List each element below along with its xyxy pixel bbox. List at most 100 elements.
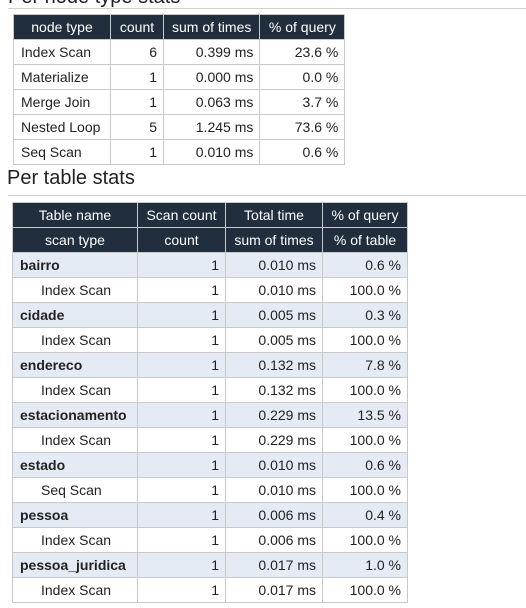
scan-name-cell: Index Scan [12,427,138,453]
table-row: Nested Loop 5 1.245 ms 73.6 % [13,114,346,140]
scan-count-cell: 1 [137,477,226,503]
list-item: Index Scan 1 0.017 ms 100.0 % [12,577,408,603]
col-percent-of-query: % of query [322,202,408,228]
table-time-cell: 0.006 ms [225,502,323,528]
node-type-stats-table: node type count sum of times % of query … [13,14,346,165]
table-name-cell: pessoa [12,502,138,528]
table-count-cell: 1 [137,352,226,378]
table-stats-header-row-2: scan type count sum of times % of table [12,227,408,253]
percent-cell: 0.6 % [259,139,346,165]
table-percent-cell: 0.4 % [322,502,408,528]
table-percent-cell: 0.6 % [322,252,408,278]
scan-time-cell: 0.006 ms [225,527,323,553]
scan-name-cell: Index Scan [12,277,138,303]
scan-time-cell: 0.132 ms [225,377,323,403]
table-name-cell: pessoa_juridica [12,552,138,578]
scan-percent-cell: 100.0 % [322,427,408,453]
percent-cell: 23.6 % [259,39,346,65]
per-table-stats-table: Table name Scan count Total time % of qu… [12,202,408,603]
table-count-cell: 1 [137,252,226,278]
table-row: pessoa 1 0.006 ms 0.4 % [12,502,408,528]
table-count-cell: 1 [137,502,226,528]
scan-percent-cell: 100.0 % [322,327,408,353]
table-row: Index Scan 6 0.399 ms 23.6 % [13,39,346,65]
per-table-stats-title: Per table stats [7,167,135,189]
col-scan-type: scan type [12,227,138,253]
table-percent-cell: 0.3 % [322,302,408,328]
scan-count-cell: 1 [137,277,226,303]
table-percent-cell: 0.6 % [322,452,408,478]
scan-count-cell: 1 [137,327,226,353]
scan-percent-cell: 100.0 % [322,277,408,303]
scan-time-cell: 0.229 ms [225,427,323,453]
scan-name-cell: Index Scan [12,377,138,403]
sum-of-times-cell: 0.000 ms [162,64,261,90]
table-name-cell: bairro [12,252,138,278]
table-row: bairro 1 0.010 ms 0.6 % [12,252,408,278]
scan-time-cell: 0.005 ms [225,327,323,353]
table-row: estacionamento 1 0.229 ms 13.5 % [12,402,408,428]
node-type-stats-heading: Per node type stats [8,0,180,9]
percent-cell: 0.0 % [259,64,346,90]
col-scan-count: Scan count [137,202,226,228]
sum-of-times-cell: 1.245 ms [162,114,261,140]
list-item: Seq Scan 1 0.010 ms 100.0 % [12,477,408,503]
count-cell: 1 [110,64,164,90]
table-time-cell: 0.229 ms [225,402,323,428]
percent-cell: 3.7 % [259,89,346,115]
list-item: Index Scan 1 0.010 ms 100.0 % [12,277,408,303]
col-count: count [110,14,164,40]
sum-of-times-cell: 0.399 ms [162,39,261,65]
table-row: estado 1 0.010 ms 0.6 % [12,452,408,478]
col-sum-of-times: sum of times [162,14,261,40]
col-percent-of-table: % of table [322,227,408,253]
table-row: pessoa_juridica 1 0.017 ms 1.0 % [12,552,408,578]
count-cell: 1 [110,89,164,115]
sum-of-times-cell: 0.063 ms [162,89,261,115]
list-item: Index Scan 1 0.006 ms 100.0 % [12,527,408,553]
table-row: Seq Scan 1 0.010 ms 0.6 % [13,139,346,165]
node-type-cell: Index Scan [13,39,111,65]
table-time-cell: 0.010 ms [225,252,323,278]
table-row: cidade 1 0.005 ms 0.3 % [12,302,408,328]
scan-percent-cell: 100.0 % [322,527,408,553]
table-name-cell: cidade [12,302,138,328]
node-type-cell: Merge Join [13,89,111,115]
table-percent-cell: 13.5 % [322,402,408,428]
table-count-cell: 1 [137,452,226,478]
table-name-cell: estado [12,452,138,478]
table-row: Materialize 1 0.000 ms 0.0 % [13,64,346,90]
table-stats-header-row-1: Table name Scan count Total time % of qu… [12,202,408,228]
scan-name-cell: Index Scan [12,527,138,553]
table-count-cell: 1 [137,302,226,328]
count-cell: 6 [110,39,164,65]
col-node-type: node type [13,14,111,40]
scan-name-cell: Index Scan [12,327,138,353]
table-row: endereco 1 0.132 ms 7.8 % [12,352,408,378]
col-count: count [137,227,226,253]
scan-time-cell: 0.010 ms [225,477,323,503]
scan-percent-cell: 100.0 % [322,477,408,503]
count-cell: 1 [110,139,164,165]
table-time-cell: 0.017 ms [225,552,323,578]
scan-time-cell: 0.010 ms [225,277,323,303]
table-time-cell: 0.132 ms [225,352,323,378]
list-item: Index Scan 1 0.229 ms 100.0 % [12,427,408,453]
scan-count-cell: 1 [137,427,226,453]
table-row: Merge Join 1 0.063 ms 3.7 % [13,89,346,115]
col-total-time: Total time [225,202,323,228]
node-type-cell: Materialize [13,64,111,90]
table-count-cell: 1 [137,552,226,578]
table-time-cell: 0.010 ms [225,452,323,478]
table-percent-cell: 1.0 % [322,552,408,578]
scan-count-cell: 1 [137,527,226,553]
node-type-cell: Seq Scan [13,139,111,165]
list-item: Index Scan 1 0.005 ms 100.0 % [12,327,408,353]
table-count-cell: 1 [137,402,226,428]
col-sum-of-times: sum of times [225,227,323,253]
table-percent-cell: 7.8 % [322,352,408,378]
percent-cell: 73.6 % [259,114,346,140]
scan-count-cell: 1 [137,577,226,603]
col-percent-of-query: % of query [259,14,346,40]
sum-of-times-cell: 0.010 ms [162,139,261,165]
